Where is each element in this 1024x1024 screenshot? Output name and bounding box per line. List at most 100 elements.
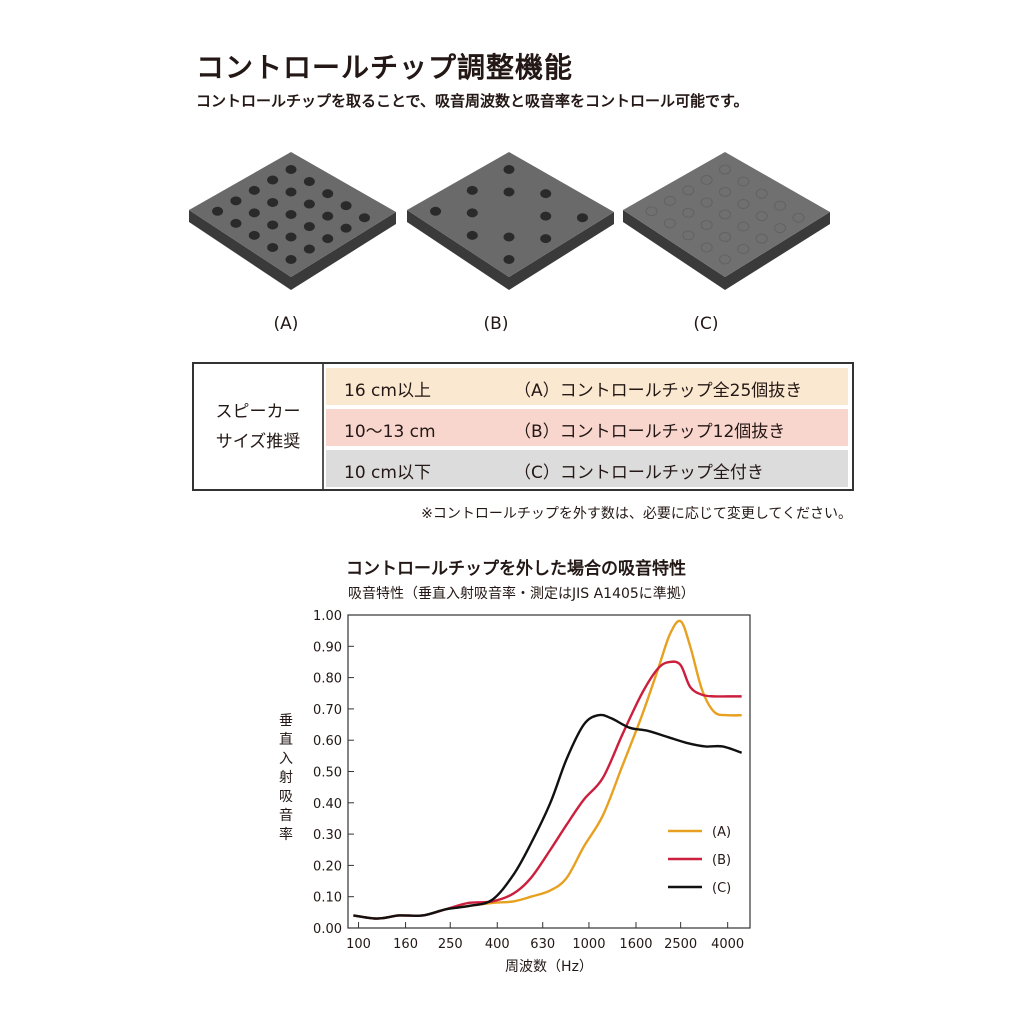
chip-hole [466,208,478,218]
chip-outline [719,209,731,220]
footnote: ※コントロールチップを外す数は、必要に応じて変更してください。 [421,506,852,522]
table-heading-line1: スピーカー [215,401,301,422]
x-tick-label: 250 [438,937,463,952]
x-tick-label: 1000 [572,937,605,952]
row-size: 10 cm以下 [344,463,431,483]
chip-hole [230,196,242,206]
chip-hole [230,218,242,228]
chip-hole [358,213,370,223]
series-line-1 [353,660,742,920]
tile-c-image [623,152,830,290]
chip-outline [737,176,750,187]
plot-frame [347,614,751,929]
chip-hole [212,206,224,216]
chip-outline [792,212,805,223]
chip-hole [340,201,352,211]
y-axis-label: 垂直入射吸音率 [279,713,293,843]
chip-outline [700,242,713,253]
chip-outline [719,232,731,242]
table-heading: スピーカー サイズ推奨 [194,364,324,489]
y-tick-label: 1.00 [313,609,342,624]
chip-hole [248,185,260,195]
chip-hole [540,189,552,199]
y-tick-label: 0.10 [313,891,342,906]
chip-hole [303,199,315,209]
chip-outline [774,223,787,234]
chip-outline [700,219,713,230]
tile-b-label: (B) [483,314,509,334]
row-desc: （B）コントロールチップ12個抜き [514,422,786,442]
x-tick-label: 2500 [664,937,697,952]
series-line-2 [353,713,743,920]
row-desc: （A）コントロールチップ全25個抜き [514,381,803,401]
chip-outline [737,199,750,210]
chip-hole [267,197,279,207]
chip-outline [774,200,787,211]
tile-a-image [189,152,396,290]
x-tick-label: 4000 [711,937,744,952]
chip-hole [540,211,552,221]
y-tick-label: 0.00 [313,922,342,937]
x-tick-label: 100 [346,937,371,952]
row-size: 16 cm以上 [344,381,431,401]
tile-c-label: (C) [693,314,719,334]
chip-hole [340,223,352,233]
table-heading-line2: サイズ推奨 [215,431,301,452]
chip-hole [285,187,297,197]
x-tick-label: 1600 [619,937,652,952]
chip-outline [755,233,768,244]
y-tick-label: 0.80 [313,672,342,687]
legend-label: (A) [712,825,731,840]
table-row: 16 cm以上 （A）コントロールチップ全25個抜き [326,368,848,405]
chip-hole [267,175,279,185]
chip-hole [303,244,315,254]
y-tick-label: 0.40 [313,797,342,812]
legend-label: (B) [712,853,731,868]
chip-hole [466,185,478,195]
chip-hole [248,230,260,240]
tile-b-image [407,152,614,290]
chart-title: コントロールチップを外した場合の吸音特性 [346,559,686,579]
chip-outline [719,254,731,265]
chip-hole [248,208,260,218]
chip-outline [682,185,695,196]
chip-outline [737,244,750,255]
chip-outline [755,188,768,199]
row-desc: （C）コントロールチップ全付き [514,463,764,483]
chip-outline [755,211,768,222]
y-tick-label: 0.90 [313,640,342,655]
chip-hole [466,230,478,240]
chip-hole [503,187,515,197]
y-tick-label: 0.60 [313,734,342,749]
y-tick-label: 0.20 [313,859,342,874]
chip-hole [322,189,334,199]
y-tick-label: 0.70 [313,703,342,718]
chip-hole [503,232,515,242]
chip-outline [737,221,750,232]
chip-hole [322,211,334,221]
y-tick-label: 0.50 [313,766,342,781]
y-tick-label: 0.30 [313,828,342,843]
chip-hole [285,210,297,219]
chip-hole [303,222,315,232]
tile-a-label: (A) [273,314,299,334]
chip-hole [430,206,442,216]
legend-label: (C) [712,881,731,896]
chip-outline [682,230,695,241]
page-subtitle: コントロールチップを取ることで、吸音周波数と吸音率をコントロール可能です。 [196,92,749,110]
x-tick-label: 630 [530,937,555,952]
chip-hole [285,255,297,264]
chip-hole [322,234,334,244]
chip-hole [540,234,552,244]
chip-hole [303,177,315,187]
chip-hole [285,232,297,242]
row-size: 10〜13 cm [344,422,436,442]
chip-outline [719,187,731,197]
page-title: コントロールチップ調整機能 [196,51,574,84]
chip-outline [645,206,658,217]
chip-outline [719,164,731,175]
chip-hole [503,255,515,264]
chart-subtitle: 吸音特性（垂直入射吸音率・測定はJIS A1405に準拠） [348,586,695,602]
chip-hole [576,213,588,223]
